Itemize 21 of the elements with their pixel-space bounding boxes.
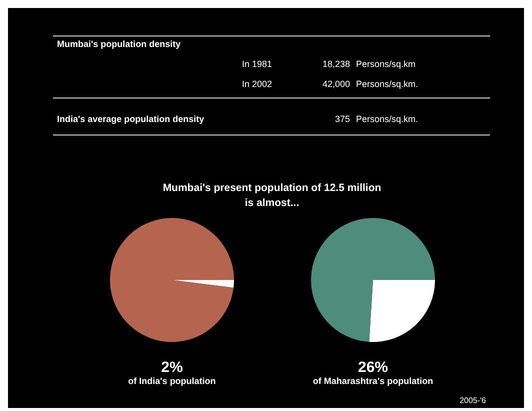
- text: of India's population: [128, 376, 216, 386]
- text: Mumbai's population density: [57, 39, 181, 49]
- text: 26%: [358, 359, 388, 376]
- pie-slice: [311, 218, 435, 342]
- text: 42,000: [322, 79, 350, 89]
- text: is almost...: [244, 197, 300, 209]
- text: of Maharashtra's population: [312, 376, 434, 386]
- text: Mumbai's present population of 12.5 million: [162, 182, 382, 194]
- text: 2%: [161, 359, 183, 376]
- text: In 1981: [242, 59, 272, 69]
- text: India's average population density: [57, 114, 204, 124]
- text: 18,238: [322, 59, 350, 69]
- pie-slice: [110, 218, 234, 342]
- text: Persons/sq.km.: [356, 79, 418, 89]
- pie-slice: [172, 280, 234, 288]
- text: 375: [334, 114, 350, 124]
- text: Persons/sq.km.: [356, 114, 418, 124]
- text: Persons/sq.km: [356, 59, 416, 69]
- text: 2005-'6: [460, 396, 487, 405]
- text: In 2002: [242, 79, 272, 89]
- pie-slice: [369, 280, 435, 342]
